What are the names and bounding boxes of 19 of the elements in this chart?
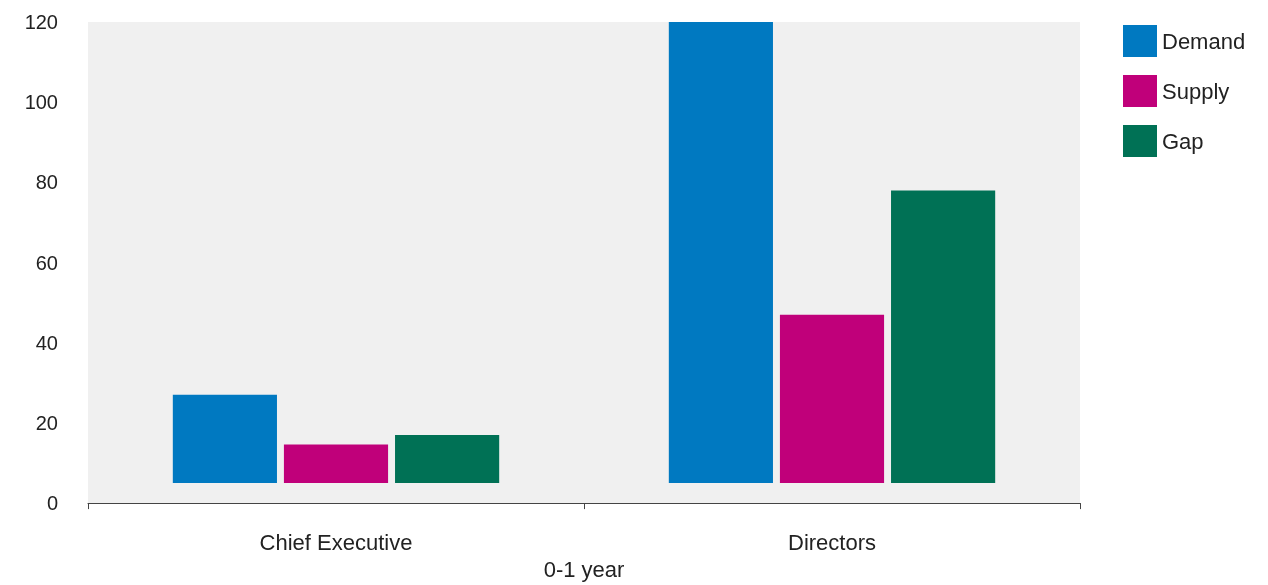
legend-label: Demand (1162, 28, 1246, 54)
y-tick-label: 40 (35, 331, 58, 354)
legend-label: Supply (1162, 78, 1230, 104)
x-axis-title: 0-1 year (543, 556, 625, 582)
y-tick-label: 120 (24, 11, 58, 33)
y-tick-label: 60 (35, 251, 58, 274)
x-tick-label: Directors (787, 529, 877, 555)
bar (172, 394, 277, 484)
y-tick-label: 100 (24, 91, 58, 114)
bar (891, 190, 996, 484)
bar (779, 314, 885, 484)
bar (395, 434, 500, 484)
x-tick-label: Chief Executive (259, 529, 413, 555)
bar (283, 444, 389, 484)
y-tick-label: 0 (46, 492, 58, 515)
y-tick-label: 20 (35, 411, 58, 434)
y-tick-label: 80 (35, 171, 58, 194)
bar (668, 22, 773, 484)
legend-label: Gap (1162, 128, 1204, 154)
